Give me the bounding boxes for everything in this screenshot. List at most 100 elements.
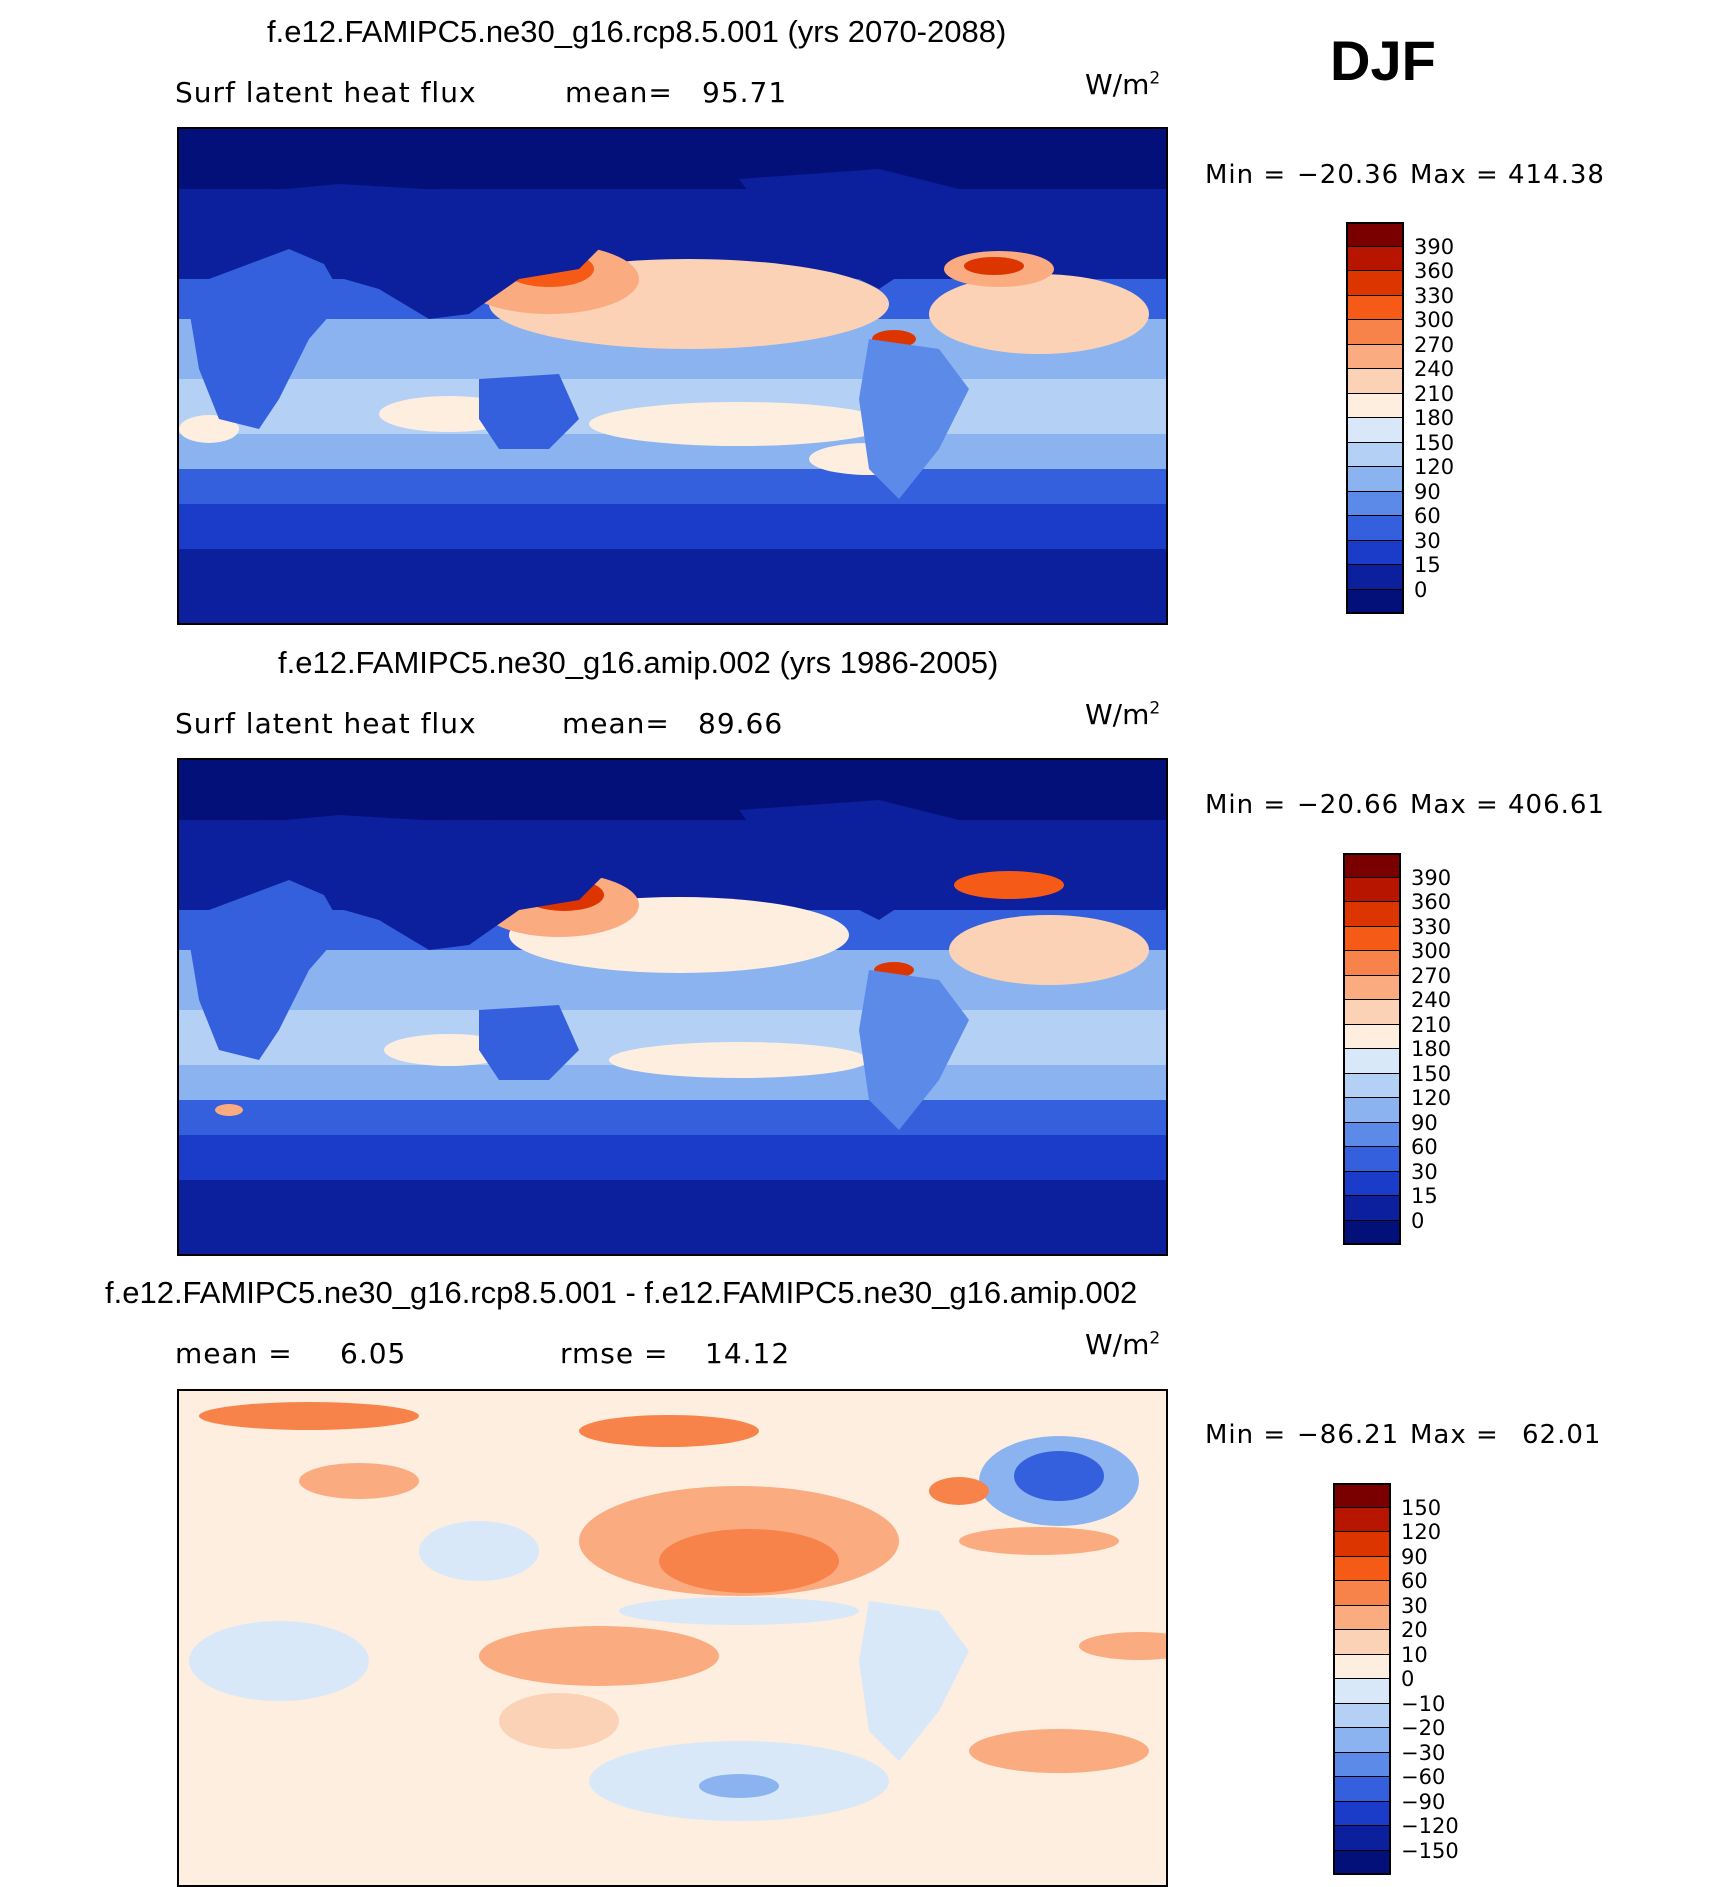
- colorbar-tick-label: 30: [1411, 1159, 1438, 1184]
- season-label: DJF: [1330, 29, 1436, 92]
- colorbar-swatch: [1333, 1777, 1391, 1802]
- min-value: −20.36: [1297, 160, 1400, 190]
- map-field: [179, 760, 1166, 1254]
- colorbar-swatch: [1346, 271, 1404, 296]
- map-field: [179, 129, 1166, 623]
- colorbar-tick-label: 360: [1411, 890, 1452, 914]
- colorbar-swatch: [1343, 1122, 1401, 1147]
- colorbar-frame: [1333, 1483, 1391, 1875]
- colorbar-tick-label: −30: [1401, 1740, 1446, 1765]
- colorbar-swatch: [1346, 369, 1404, 394]
- colorbar-swatch: [1346, 516, 1404, 541]
- colorbar-swatch: [1343, 1024, 1401, 1049]
- colorbar-swatch: [1346, 589, 1404, 614]
- colorbar-swatch: [1343, 1171, 1401, 1196]
- colorbar-tick-label: 210: [1411, 1012, 1452, 1037]
- colorbar-tick-label: 0: [1411, 1208, 1425, 1233]
- colorbar-tick-label: 150: [1414, 430, 1455, 455]
- panel-title: f.e12.FAMIPC5.ne30_g16.rcp8.5.001 - f.e1…: [105, 1275, 1138, 1310]
- colorbar-swatch: [1333, 1483, 1391, 1508]
- map-plot: [177, 1389, 1168, 1887]
- colorbar-tick-label: 390: [1411, 865, 1452, 890]
- map-field: [179, 1391, 1166, 1885]
- colorbar-swatch: [1333, 1630, 1391, 1655]
- min-label: Min =: [1205, 1420, 1287, 1450]
- colorbar-tick-label: 90: [1411, 1110, 1438, 1135]
- colorbar-swatch: [1343, 902, 1401, 927]
- colorbar-tick-label: 120: [1414, 455, 1455, 479]
- colorbar-swatch: [1346, 491, 1404, 516]
- colorbar-swatch: [1343, 1073, 1401, 1098]
- min-label: Min =: [1205, 790, 1287, 820]
- max-value: 414.38: [1508, 160, 1605, 190]
- colorbar-swatch: [1333, 1532, 1391, 1557]
- colorbar-swatch: [1343, 1147, 1401, 1172]
- colorbar-swatch: [1343, 975, 1401, 1000]
- colorbar-swatch: [1333, 1801, 1391, 1826]
- colorbar-swatch: [1346, 540, 1404, 565]
- colorbar-tick-label: −20: [1401, 1716, 1446, 1740]
- colorbar-swatch: [1346, 222, 1404, 247]
- colorbar-swatch: [1333, 1507, 1391, 1532]
- variable-label: Surf latent heat flux: [175, 76, 477, 109]
- colorbar-swatch: [1333, 1850, 1391, 1875]
- colorbar-swatch: [1343, 877, 1401, 902]
- colorbar-tick-label: −90: [1401, 1789, 1446, 1814]
- colorbar-swatch: [1343, 926, 1401, 951]
- variable-label: Surf latent heat flux: [175, 707, 477, 740]
- colorbar-tick-label: 60: [1411, 1135, 1438, 1159]
- map-plot: [177, 758, 1168, 1256]
- colorbar-tick-label: 210: [1414, 381, 1455, 406]
- colorbar-swatch: [1346, 418, 1404, 443]
- colorbar-swatch: [1346, 246, 1404, 271]
- mean-value: 89.66: [698, 707, 784, 740]
- colorbar-frame: [1346, 222, 1404, 614]
- colorbar-tick-label: 90: [1401, 1544, 1428, 1569]
- colorbar-tick-label: 360: [1414, 259, 1455, 283]
- map-plot: [177, 127, 1168, 625]
- colorbar-tick-label: 150: [1401, 1495, 1442, 1520]
- mean-label: mean=: [565, 76, 673, 109]
- colorbar-tick-label: 270: [1414, 332, 1455, 357]
- colorbar-tick-label: 120: [1401, 1520, 1442, 1544]
- min-value: −86.21: [1297, 1420, 1400, 1450]
- colorbar-swatch: [1333, 1703, 1391, 1728]
- colorbar-tick-label: 150: [1411, 1061, 1452, 1086]
- colorbar-swatch: [1333, 1728, 1391, 1753]
- colorbar-tick-label: 20: [1401, 1618, 1428, 1642]
- colorbar-swatch: [1333, 1826, 1391, 1851]
- panel-title: f.e12.FAMIPC5.ne30_g16.amip.002 (yrs 198…: [278, 645, 999, 680]
- colorbar-tick-label: 300: [1414, 308, 1455, 332]
- colorbar-swatch: [1346, 295, 1404, 320]
- colorbar-swatch: [1333, 1679, 1391, 1704]
- colorbar-swatch: [1346, 344, 1404, 369]
- colorbar-tick-label: 330: [1414, 283, 1455, 308]
- colorbar-swatch: [1346, 442, 1404, 467]
- colorbar-tick-label: 60: [1401, 1569, 1428, 1593]
- colorbar-tick-label: −60: [1401, 1765, 1446, 1789]
- unit-label: W/m2: [1085, 68, 1161, 101]
- colorbar-tick-label: 390: [1414, 234, 1455, 259]
- colorbar-swatch: [1343, 1196, 1401, 1221]
- mean-label: mean =: [175, 1337, 293, 1370]
- colorbar-tick-label: 30: [1414, 528, 1441, 553]
- colorbar-swatch: [1333, 1654, 1391, 1679]
- colorbar-tick-label: 15: [1411, 1184, 1438, 1208]
- colorbar-tick-label: −10: [1401, 1691, 1446, 1716]
- colorbar-tick-label: −150: [1401, 1838, 1459, 1863]
- colorbar-tick-label: 240: [1414, 357, 1455, 381]
- colorbar-swatch: [1343, 1049, 1401, 1074]
- colorbar-tick-label: 240: [1411, 988, 1452, 1012]
- colorbar-tick-label: 270: [1411, 963, 1452, 988]
- colorbar-tick-label: 90: [1414, 479, 1441, 504]
- colorbar-swatch: [1343, 1098, 1401, 1123]
- unit-label: W/m2: [1085, 1328, 1161, 1361]
- max-label: Max =: [1410, 790, 1499, 820]
- colorbar-tick-label: 30: [1401, 1593, 1428, 1618]
- colorbar-tick-label: 15: [1414, 553, 1441, 577]
- rmse-value: 14.12: [705, 1337, 791, 1370]
- panel-title: f.e12.FAMIPC5.ne30_g16.rcp8.5.001 (yrs 2…: [267, 14, 1007, 49]
- colorbar-swatch: [1346, 467, 1404, 492]
- unit-label: W/m2: [1085, 698, 1161, 731]
- colorbar-swatch: [1333, 1556, 1391, 1581]
